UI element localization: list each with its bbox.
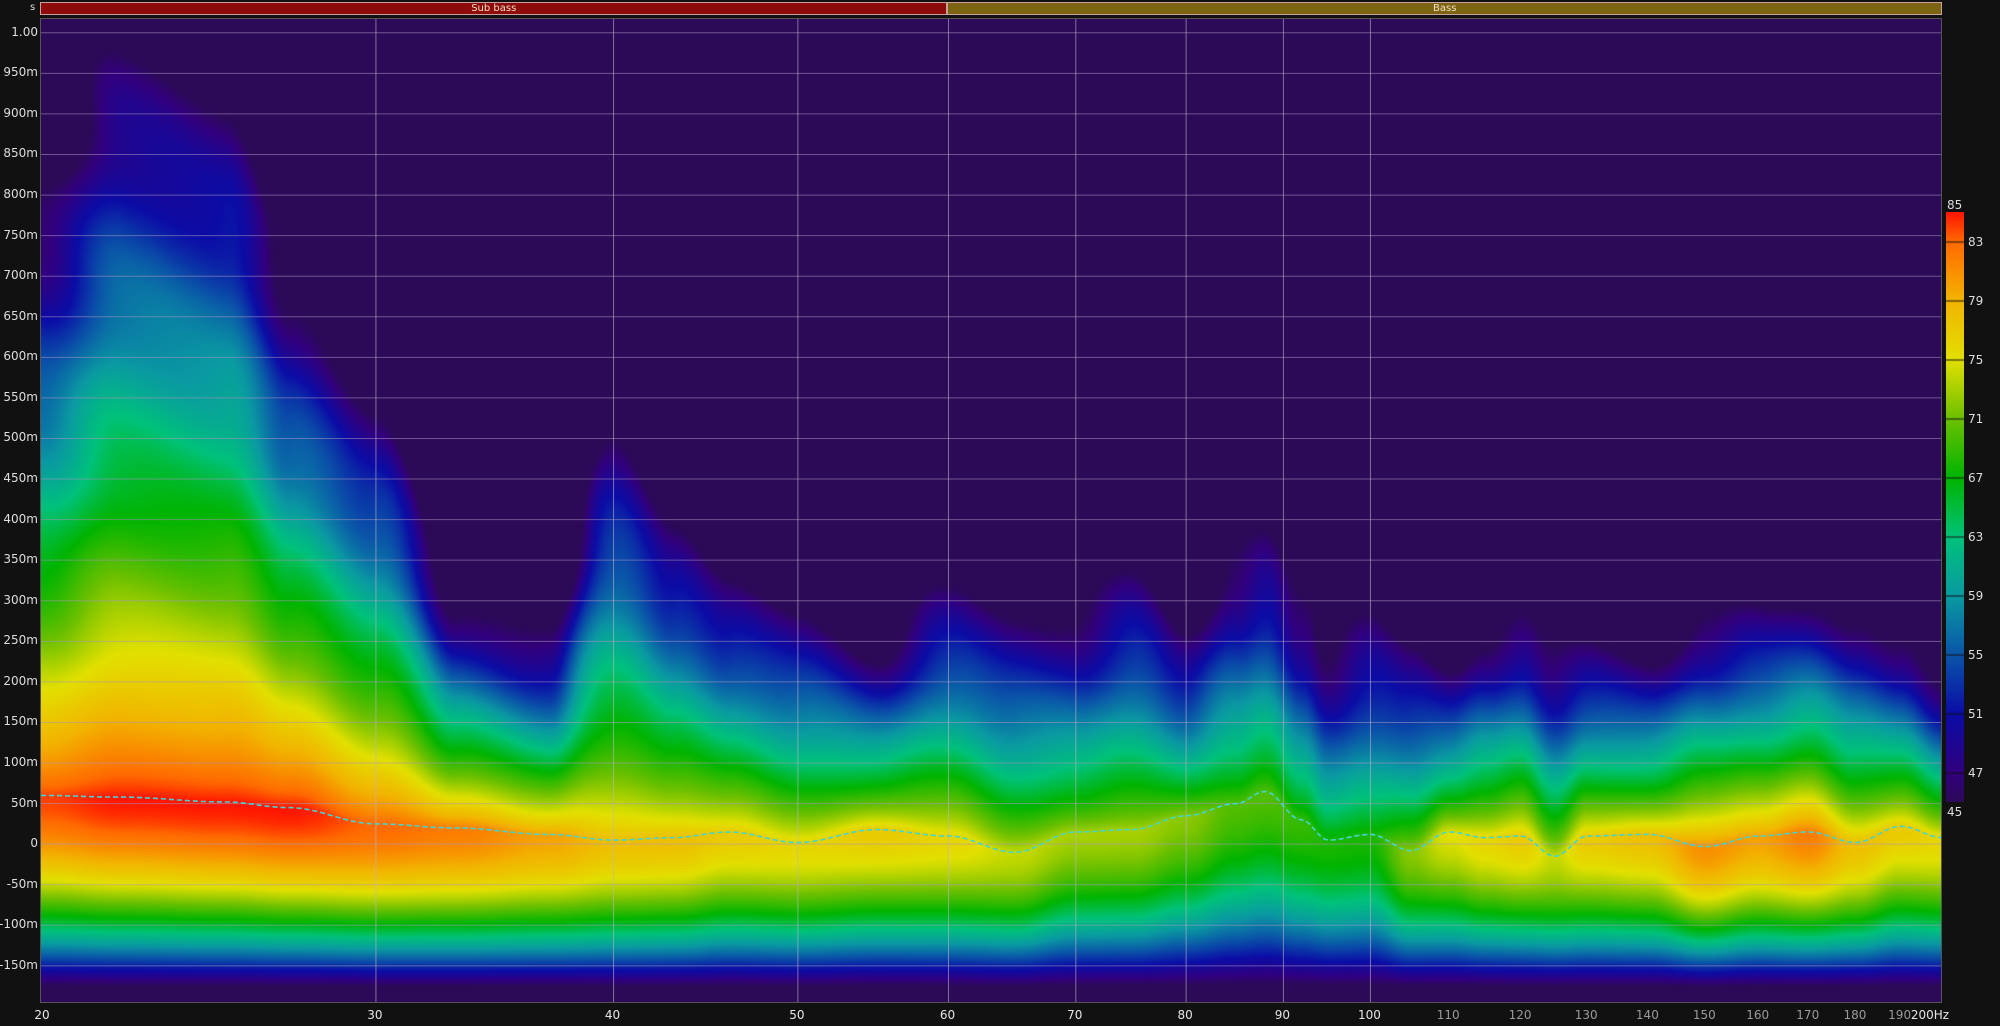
colorbar-tick-label: 71 <box>1968 411 1984 426</box>
colorbar-tick-label: 59 <box>1968 588 1984 603</box>
y-unit-label: s <box>30 2 36 13</box>
x-tick-label: 150 <box>1692 1008 1716 1022</box>
x-tick-label: 90 <box>1274 1008 1291 1022</box>
y-tick-label: 550m <box>3 389 38 404</box>
y-tick-label: 700m <box>3 268 38 283</box>
x-tick-label: 180 <box>1843 1008 1867 1022</box>
x-tick-label: 80 <box>1177 1008 1193 1022</box>
y-tick-label: 650m <box>3 308 38 323</box>
colorbar-tick-label: 85 <box>1947 198 1963 212</box>
colorbar-tick-label: 45 <box>1947 805 1963 819</box>
y-tick-label: 250m <box>3 633 38 648</box>
spectrogram-plot[interactable] <box>40 18 1942 1003</box>
y-tick-label: 150m <box>3 714 38 729</box>
y-tick-label: 850m <box>3 146 38 161</box>
y-tick-label: 350m <box>3 552 38 567</box>
x-tick-label: 100 <box>1357 1008 1381 1022</box>
spectrogram-heatmap <box>41 19 1941 1002</box>
y-tick-label: 750m <box>3 227 38 242</box>
y-tick-label: -50m <box>6 876 38 891</box>
grid-overlay <box>41 19 1941 1002</box>
y-tick-label: 950m <box>3 65 38 80</box>
colorbar-tick-label: 55 <box>1968 647 1984 662</box>
y-tick-label: 1.00 <box>11 24 38 39</box>
frequency-bands: Sub bass Bass <box>40 2 1942 16</box>
x-tick-label: 140 <box>1635 1008 1659 1022</box>
x-tick-label: 170 <box>1796 1008 1820 1022</box>
x-tick-label: 160 <box>1746 1008 1770 1022</box>
x-tick-label: 110 <box>1436 1008 1460 1022</box>
y-tick-label: 600m <box>3 349 38 364</box>
colorbar <box>1946 212 1964 802</box>
x-tick-label: 50 <box>789 1008 805 1022</box>
y-tick-label: -150m <box>0 957 38 972</box>
colorbar-tick-label: 79 <box>1968 293 1984 308</box>
x-tick-label: 20 <box>34 1008 50 1022</box>
y-tick-label: 50m <box>11 795 38 810</box>
x-tick-label: 40 <box>604 1008 621 1022</box>
y-tick-label: 450m <box>3 471 38 486</box>
colorbar-tick-label: 83 <box>1968 234 1984 249</box>
y-tick-label: 300m <box>3 592 38 607</box>
y-tick-label: 200m <box>3 673 38 688</box>
y-tick-label: -100m <box>0 917 38 932</box>
y-tick-label: 100m <box>3 755 38 770</box>
y-tick-label: 400m <box>3 511 38 526</box>
colorbar-tick-label: 47 <box>1968 765 1984 780</box>
colorbar-tick-label: 67 <box>1968 470 1984 485</box>
peak-energy-line <box>41 790 1941 858</box>
colorbar-tick-label: 51 <box>1968 706 1984 721</box>
y-tick-label: 500m <box>3 430 38 445</box>
x-tick-label: 70 <box>1067 1008 1083 1022</box>
colorbar-tick-label: 75 <box>1968 352 1984 367</box>
colorbar-tick-label: 63 <box>1968 529 1984 544</box>
y-tick-label: 800m <box>3 187 38 202</box>
x-tick-label: 60 <box>939 1008 956 1022</box>
y-tick-label: 900m <box>3 105 38 120</box>
band-sub-bass: Sub bass <box>40 2 948 15</box>
x-tick-label: 30 <box>367 1008 383 1022</box>
band-bass: Bass <box>947 2 1942 15</box>
x-tick-label: 200Hz <box>1910 1008 1950 1022</box>
x-tick-label: 130 <box>1574 1008 1598 1022</box>
y-tick-label: 0 <box>30 836 38 851</box>
x-tick-label: 120 <box>1508 1008 1532 1022</box>
x-tick-label: 190 <box>1888 1008 1912 1022</box>
